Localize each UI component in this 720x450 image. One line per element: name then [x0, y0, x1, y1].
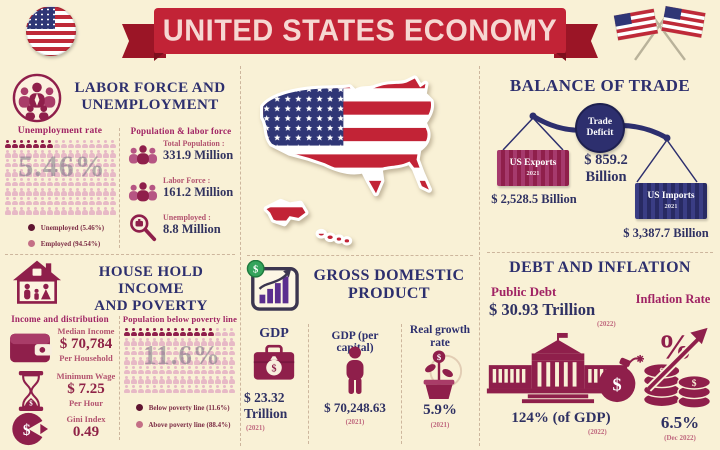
money-plant-icon	[414, 348, 464, 400]
exports-container: US Exports 2021	[497, 150, 569, 186]
legend-dot	[136, 404, 143, 411]
real-growth-year: (2021)	[430, 421, 450, 429]
divider	[401, 324, 402, 444]
total-population-stat: Total Population : 331.9 Million	[163, 139, 234, 162]
poverty-subtitle: Population below poverty line	[122, 314, 238, 324]
legend-unemployed: Unemployed (5.46%)	[28, 224, 104, 232]
gdp-per-capita-year: (2021)	[345, 418, 365, 426]
house-family-icon	[13, 259, 61, 305]
gdp-chart-badge-icon	[246, 260, 300, 312]
people-group-icon	[126, 143, 160, 167]
labor-group-icon	[12, 73, 62, 123]
wallet-icon	[8, 328, 52, 366]
people-group-icon	[126, 180, 160, 204]
divider	[240, 66, 241, 446]
debt-bomb-icon	[594, 354, 644, 404]
debt-gdp-share-value: 124% (of GDP)	[511, 410, 611, 426]
imports-value: $ 3,387.7 Billion	[623, 226, 709, 240]
ribbon-band: UNITED STATES ECONOMY	[154, 8, 566, 54]
trade-section-title: BALANCE OF TRADE	[509, 76, 691, 95]
labor-force-stat: Labor Force : 161.2 Million	[163, 176, 234, 199]
income-subtitle: Income and distribution	[11, 314, 109, 324]
legend-above-poverty: Above poverty line (88.4%)	[136, 421, 230, 429]
gini-pie-icon	[10, 412, 52, 446]
divider	[5, 254, 235, 255]
hourglass-icon	[16, 371, 46, 411]
poverty-watermark: 11.6%	[143, 340, 221, 370]
legend-dot	[28, 224, 35, 231]
coins-percent-icon	[640, 324, 714, 410]
briefcase-icon	[252, 344, 296, 384]
poverty-pictogram-grid	[124, 328, 238, 395]
public-debt-label: Public Debt	[491, 284, 557, 299]
trade-deficit-bubble: Trade Deficit	[575, 103, 625, 153]
median-income-stat: Median Income $ 70,784 Per Household	[57, 326, 115, 363]
gdp-label: GDP	[259, 326, 289, 341]
divider	[119, 128, 120, 248]
unemployment-rate-subtitle: Unemployment rate	[17, 126, 103, 136]
unemployment-pictogram-grid	[5, 140, 119, 216]
gdp-year: (2021)	[246, 424, 265, 432]
title-ribbon: UNITED STATES ECONOMY	[118, 8, 602, 62]
inflation-rate-label: Inflation Rate	[635, 292, 711, 306]
public-debt-year: (2022)	[597, 320, 616, 328]
legend-dot	[28, 240, 35, 247]
labor-section-title: LABOR FORCE AND UNEMPLOYMENT	[74, 80, 226, 113]
us-flag-circle-icon	[26, 6, 76, 56]
legend-below-poverty: Below poverty line (11.6%)	[136, 404, 230, 412]
gini-index-stat: Gini Index 0.49	[66, 414, 106, 440]
gdp-section-title: GROSS DOMESTIC PRODUCT	[313, 267, 465, 302]
page-title: UNITED STATES ECONOMY	[162, 13, 558, 48]
magnifier-icon	[128, 213, 158, 243]
imports-container: US Imports 2021	[635, 183, 707, 219]
real-growth-value: 5.9%	[423, 402, 457, 418]
real-growth-label: Real growth rate	[409, 324, 471, 350]
crossed-flags-icon	[613, 5, 706, 61]
unemployed-stat: Unemployed : 8.8 Million	[163, 213, 221, 236]
inflation-rate-value: 6.5%	[660, 413, 700, 432]
legend-dot	[136, 421, 143, 428]
gdp-per-capita-value: $ 70,248.63	[324, 400, 386, 415]
debt-section-title: DEBT AND INFLATION	[509, 259, 691, 276]
household-section-title: HOUSE HOLD INCOME AND POVERTY	[94, 264, 208, 314]
minimum-wage-stat: Minimum Wage $ 7.25 Per Hour	[56, 371, 116, 408]
divider	[479, 66, 480, 446]
unemployment-watermark: 5.46%	[18, 150, 106, 183]
population-subtitle: Population & labor force	[130, 126, 232, 136]
divider	[119, 316, 120, 440]
divider	[308, 324, 309, 444]
person-icon	[344, 346, 366, 396]
trade-deficit-value: $ 859.2 Billion	[584, 152, 628, 186]
us-flag-map	[260, 75, 435, 246]
debt-gdp-share-year: (2022)	[588, 428, 607, 436]
public-debt-value: $ 30.93 Trillion	[489, 300, 596, 319]
divider	[247, 255, 473, 256]
exports-value: $ 2,528.5 Billion	[491, 192, 577, 206]
divider	[487, 252, 713, 253]
gdp-value: $ 23.32 Trillion	[244, 390, 288, 421]
inflation-rate-year: (Dec 2022)	[664, 434, 696, 442]
legend-employed: Employed (94.54%)	[28, 240, 100, 248]
